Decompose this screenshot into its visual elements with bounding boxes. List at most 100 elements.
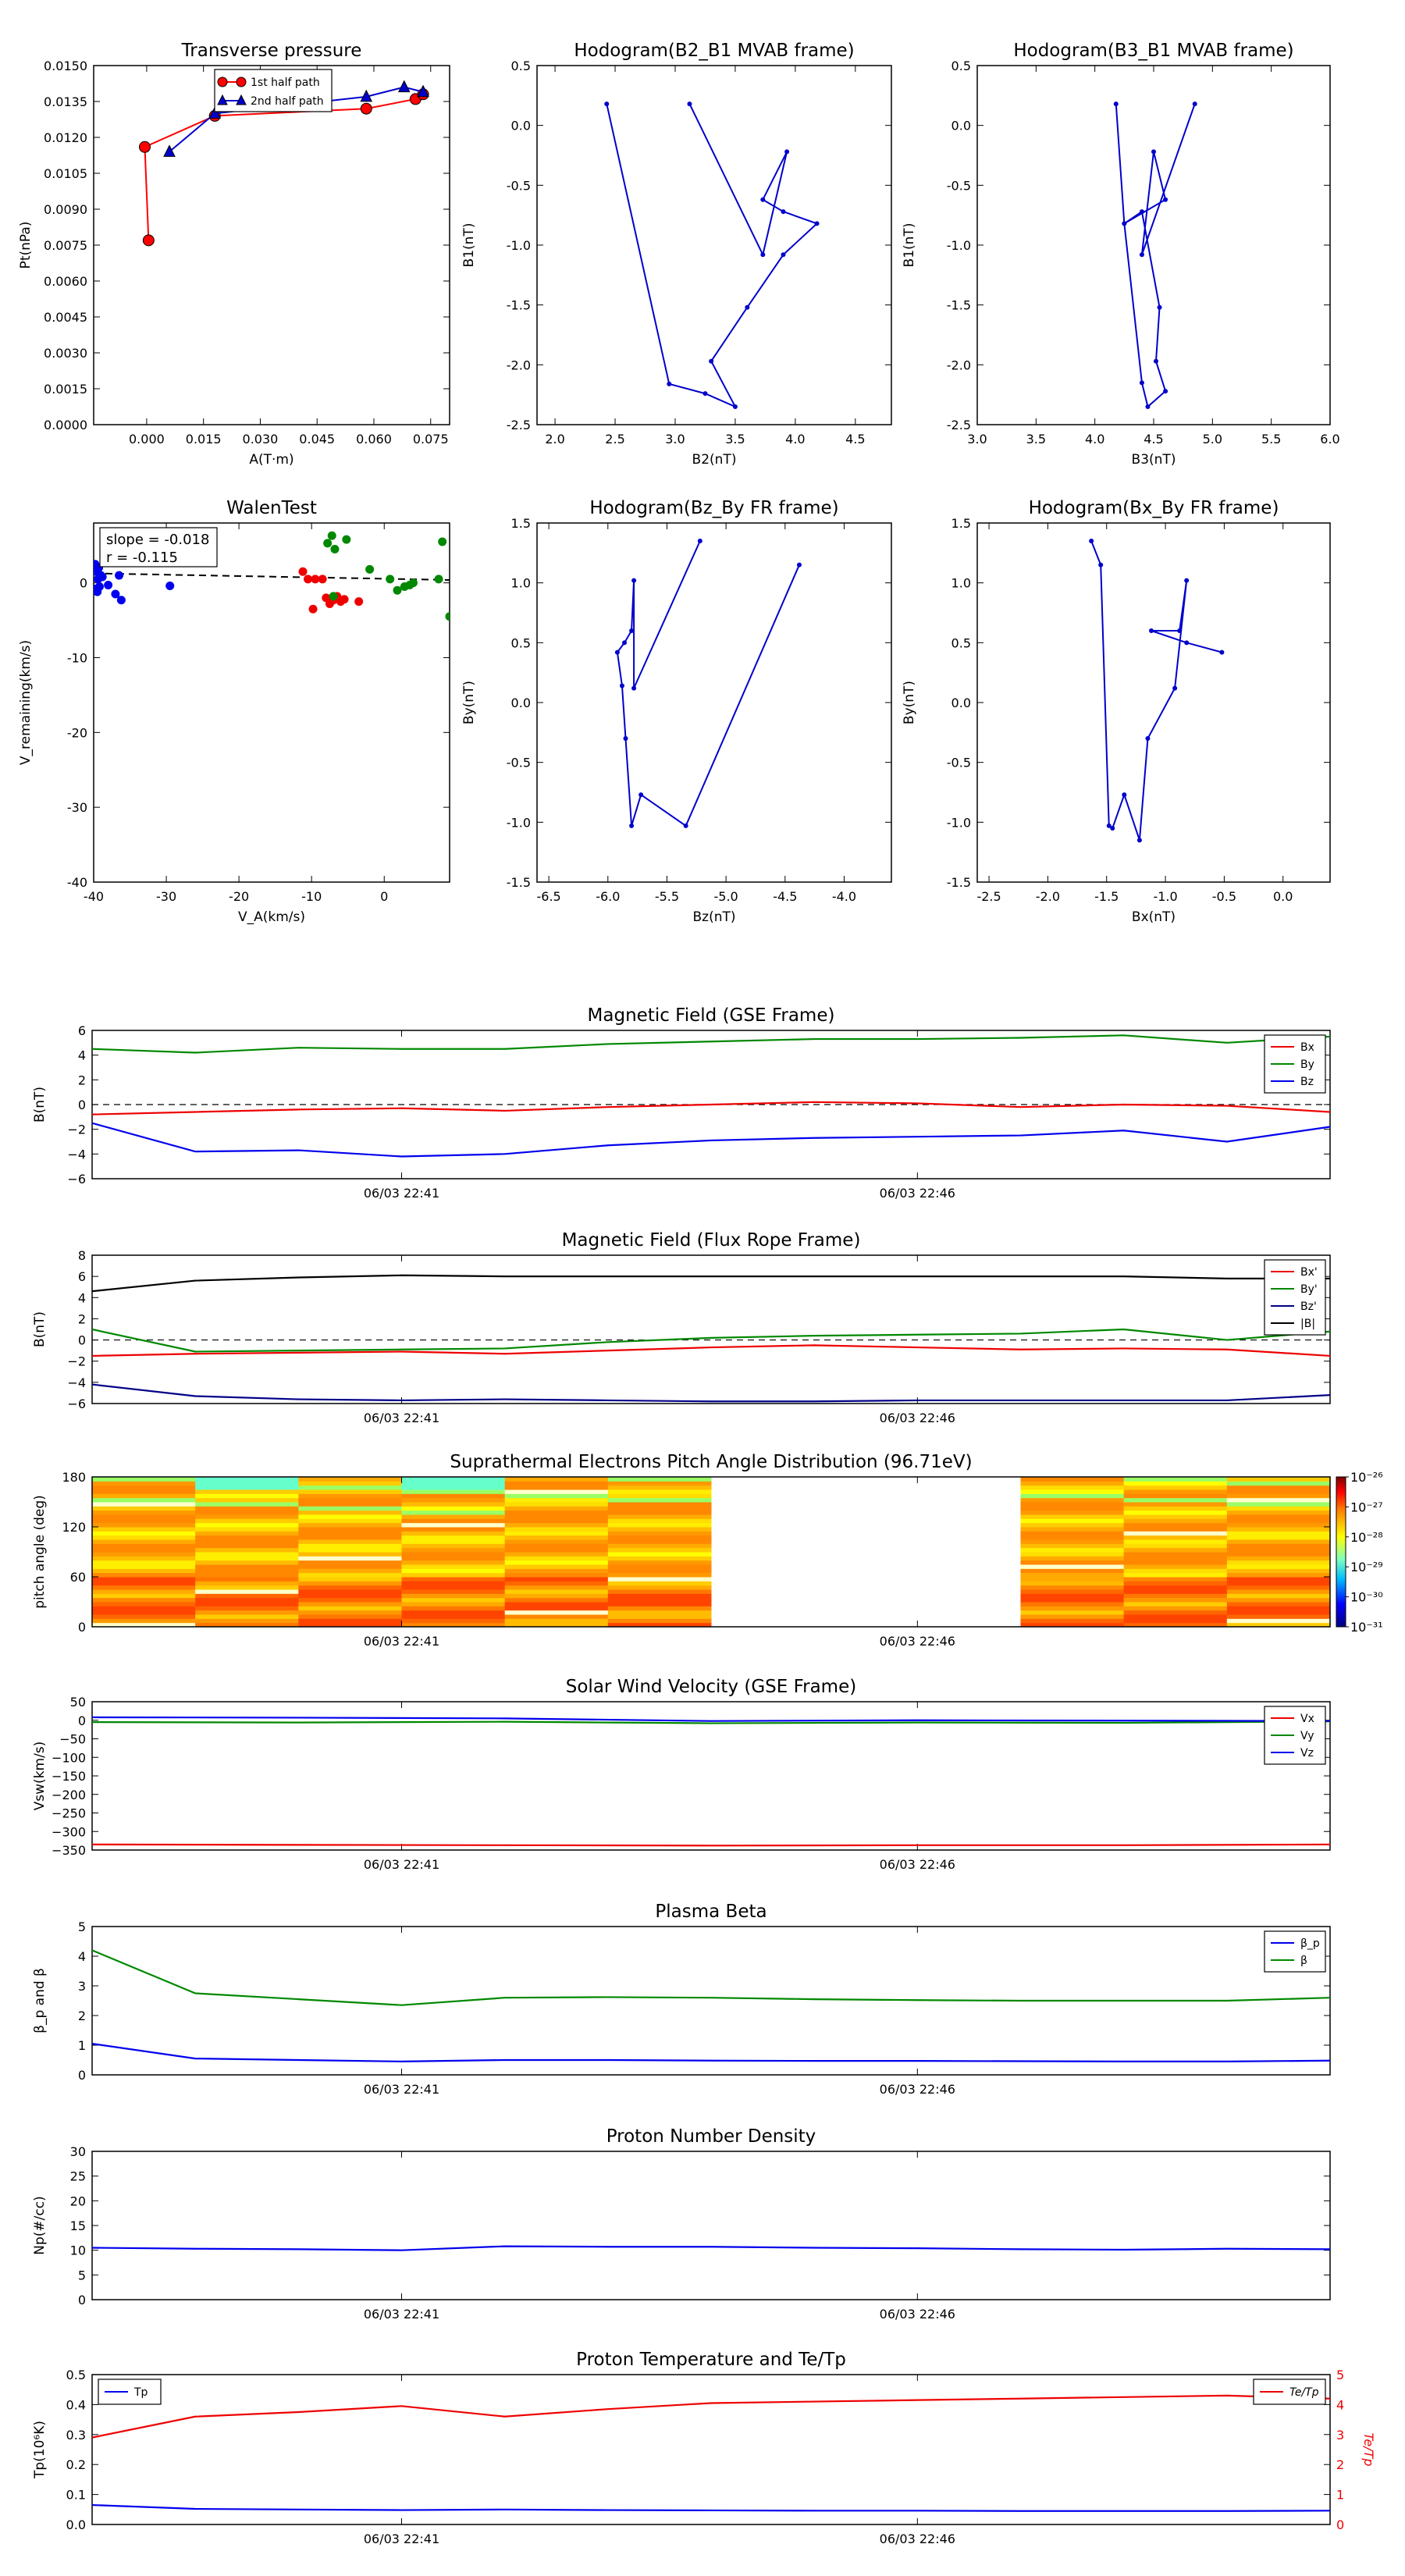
heatmap-cell	[1226, 1618, 1330, 1624]
heatmap-cell	[1123, 1481, 1228, 1486]
data-point	[354, 597, 364, 607]
heatmap-cell	[298, 1556, 402, 1561]
heatmap-cell	[607, 1585, 712, 1590]
heatmap-cell	[401, 1552, 506, 1557]
y-tick-label: 1.0	[951, 576, 971, 591]
heatmap-cell	[195, 1585, 299, 1590]
heatmap-cell	[298, 1552, 402, 1557]
heatmap-cell	[1123, 1547, 1228, 1553]
x-axis-label: Bx(nT)	[1132, 909, 1176, 925]
heatmap-cell	[1226, 1477, 1330, 1482]
data-point	[1122, 221, 1127, 226]
heatmap-cell	[1020, 1597, 1125, 1603]
heatmap-cell	[1020, 1572, 1125, 1578]
data-point	[1163, 197, 1168, 202]
chart-title: Transverse pressure	[181, 41, 362, 61]
chart-title: Magnetic Field (Flux Rope Frame)	[562, 1230, 861, 1251]
y-tick-label: 0.0120	[44, 130, 87, 145]
data-point	[323, 539, 333, 548]
plot-frame	[91, 2374, 1331, 2525]
y-tick-label: -2.0	[507, 358, 531, 372]
heatmap-cell	[195, 1489, 299, 1494]
colorbar: 10⁻²⁶ 10⁻²⁷ 10⁻²⁸ 10⁻²⁹ 10⁻³⁰ 10⁻³¹	[1336, 1470, 1383, 1635]
y-tick-label: 0.5	[511, 59, 531, 73]
heatmap-cell	[92, 1552, 196, 1557]
chart-title: WalenTest	[226, 498, 317, 518]
legend-entry: Te/Tp	[1289, 2386, 1319, 2399]
heatmap-cell	[1226, 1552, 1330, 1557]
heatmap-cell	[607, 1581, 712, 1586]
legend-entry: Bz	[1300, 1076, 1314, 1088]
y-tick-label: 0.0	[66, 2517, 86, 2532]
plot-area	[1089, 539, 1225, 843]
heatmap-cell	[92, 1610, 196, 1615]
y-tick-label: -0.5	[947, 178, 971, 193]
x-axis-label: V_A(km/s)	[238, 909, 305, 925]
y-axis-label: By(nT)	[902, 681, 917, 724]
heatmap-cell	[504, 1543, 609, 1549]
x-tick-label: -40	[84, 889, 104, 904]
heatmap-cell	[1020, 1547, 1125, 1553]
heatmap-cell	[92, 1606, 196, 1611]
heatmap-cell	[1226, 1572, 1330, 1578]
x-tick-label: 4.5	[845, 432, 865, 447]
heatmap-cell	[1226, 1597, 1330, 1603]
heatmap-cell	[401, 1568, 506, 1574]
colorbar-tick-label: 10⁻³¹	[1350, 1620, 1383, 1635]
y-tick-label: 0.0075	[44, 238, 87, 253]
heatmap-cell	[1123, 1552, 1228, 1557]
plot-frame	[93, 522, 450, 883]
heatmap-cell	[1020, 1577, 1125, 1582]
fit-line	[94, 572, 450, 581]
data-point	[298, 567, 308, 576]
y-tick-label: 0.5	[511, 635, 531, 650]
chart-title: Plasma Beta	[655, 1902, 767, 1922]
y-tick-label: 0	[80, 576, 87, 591]
heatmap-cell	[195, 1572, 299, 1578]
y-tick-label: 0.4	[66, 2397, 86, 2412]
heatmap-cell	[401, 1597, 506, 1603]
data-point	[438, 537, 447, 546]
y-tick-label: -2.5	[507, 418, 531, 432]
heatmap-cell	[92, 1593, 196, 1599]
y-tick-label: -30	[67, 800, 87, 815]
x-axis-label: Bz(nT)	[692, 909, 735, 925]
heatmap-cell	[298, 1585, 402, 1590]
heatmap-cell	[607, 1539, 712, 1544]
heatmap-cell	[607, 1556, 712, 1561]
heatmap-cell	[1123, 1485, 1228, 1490]
heatmap-cell	[92, 1622, 196, 1627]
heatmap-cell	[401, 1577, 506, 1582]
heatmap-cell	[401, 1510, 506, 1515]
colorbar-tick-label: 10⁻³⁰	[1350, 1590, 1383, 1605]
heatmap-cell	[1123, 1602, 1228, 1606]
data-point	[104, 581, 113, 590]
heatmap-cell	[195, 1531, 299, 1536]
heatmap-cell	[504, 1618, 609, 1624]
series-line	[92, 1274, 1330, 1293]
data-point	[781, 252, 786, 258]
x-tick-label: -1.5	[1094, 889, 1119, 904]
panel-12: Proton Temperature and Te/Tp 06/03 22:41 0…	[32, 2350, 1376, 2546]
y-tick-label: -1.5	[947, 875, 971, 890]
y-tick-label: -40	[67, 875, 87, 890]
data-point	[1110, 826, 1115, 831]
heatmap-cell	[195, 1514, 299, 1519]
y-axis-label: β_p and β	[32, 1968, 48, 2033]
y-tick-label: 1.5	[951, 516, 971, 531]
y-tick-label: 10	[70, 2243, 86, 2258]
data-point	[304, 575, 313, 584]
heatmap-cell	[92, 1510, 196, 1515]
plot-area	[614, 539, 802, 828]
panel-3: WalenTest -40 -30 -20 -10 0 -40 -30 -20 -10 0 V_A(k…	[18, 498, 450, 925]
heatmap-cell	[298, 1597, 402, 1603]
heatmap-cell	[1020, 1477, 1125, 1482]
heatmap-cell	[1226, 1489, 1330, 1494]
y-tick-label: 0.0	[951, 696, 971, 710]
chart-title: Hodogram(B2_B1 MVAB frame)	[574, 41, 854, 61]
y-tick-label: -1.0	[947, 815, 971, 830]
y-tick-label: 5	[78, 2268, 86, 2282]
heatmap-cell	[607, 1527, 712, 1532]
data-point	[330, 545, 340, 554]
heatmap-cell	[92, 1618, 196, 1624]
